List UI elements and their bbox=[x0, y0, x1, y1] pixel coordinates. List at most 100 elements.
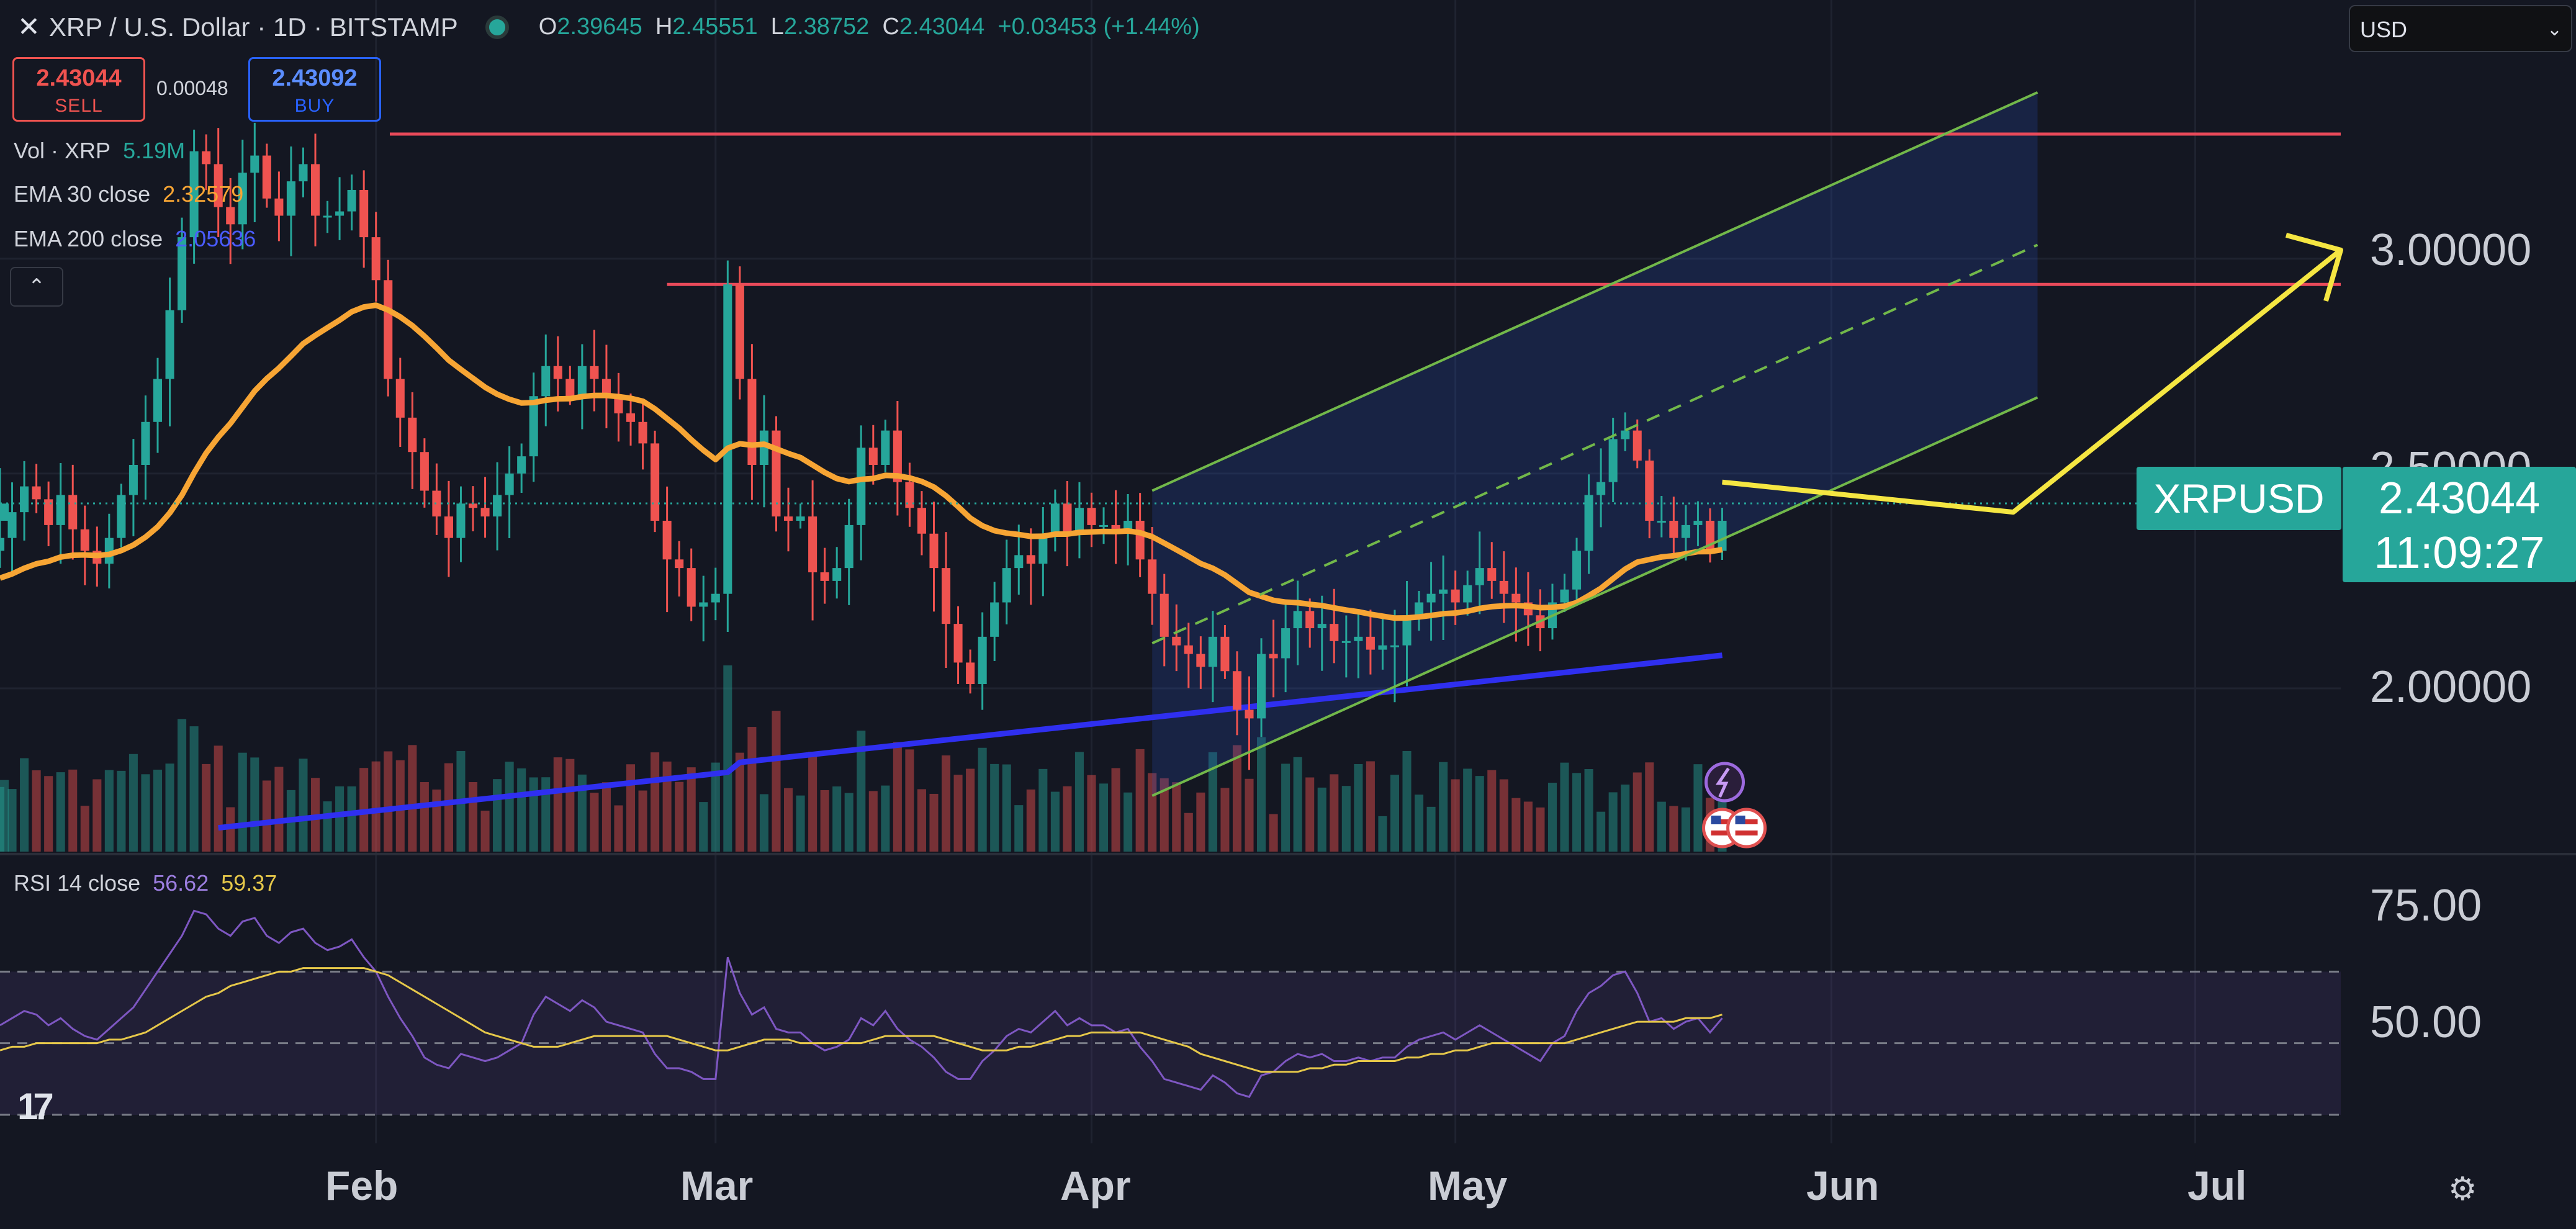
symbol-header: ✕ XRP / U.S. Dollar · 1D · BITSTAMP O2.3… bbox=[17, 11, 1200, 43]
channel-mid-line bbox=[1151, 243, 2038, 645]
candle-body bbox=[384, 280, 393, 379]
close-value: 2.43044 bbox=[899, 14, 985, 40]
gear-icon[interactable]: ⚙ bbox=[2448, 1171, 2477, 1207]
rsi-legend[interactable]: RSI 14 close 56.62 59.37 bbox=[14, 870, 277, 896]
sell-label: SELL bbox=[55, 96, 103, 116]
volume-bar bbox=[1341, 786, 1351, 852]
rsi-ma-value: 59.37 bbox=[221, 870, 277, 896]
volume-bar bbox=[881, 785, 890, 852]
volume-bar bbox=[141, 774, 150, 852]
currency-value: USD bbox=[2360, 17, 2408, 42]
candle-body bbox=[723, 284, 732, 594]
volume-bar bbox=[1038, 768, 1048, 852]
candle-body bbox=[0, 538, 5, 551]
volume-bar bbox=[68, 769, 78, 852]
buy-button[interactable]: 2.43092 BUY bbox=[248, 57, 381, 122]
volume-bar bbox=[966, 768, 975, 852]
volume-bar bbox=[1669, 806, 1678, 852]
candle-body bbox=[1693, 520, 1703, 525]
volume-bar bbox=[626, 764, 636, 852]
candle-body bbox=[1281, 628, 1290, 659]
candle-body bbox=[808, 516, 817, 573]
volume-bar bbox=[1608, 792, 1618, 852]
legend-volume[interactable]: Vol · XRP 5.19M bbox=[14, 138, 185, 164]
ema200-label: EMA 200 close bbox=[14, 226, 163, 251]
volume-bar bbox=[1633, 772, 1642, 852]
candle-body bbox=[1633, 430, 1642, 461]
volume-bar bbox=[1402, 750, 1412, 852]
volume-bar bbox=[953, 775, 963, 852]
drawings-front bbox=[0, 91, 2343, 797]
volume-bar bbox=[299, 759, 308, 852]
volume-bar bbox=[0, 780, 9, 852]
rsi-value: 56.62 bbox=[153, 870, 209, 896]
candle-body bbox=[456, 503, 466, 538]
candle-body bbox=[1063, 503, 1072, 534]
candle-body bbox=[1511, 593, 1521, 603]
us-flag-stripe bbox=[1711, 831, 1734, 835]
volume-bar bbox=[747, 727, 757, 852]
volume-bar bbox=[783, 788, 793, 852]
ema200-value: 2.05636 bbox=[175, 226, 256, 251]
candle-body bbox=[1135, 520, 1145, 560]
volume-bar bbox=[1281, 763, 1290, 852]
volume-bar bbox=[1196, 792, 1205, 852]
candle-body bbox=[274, 198, 284, 216]
volume-bar bbox=[1184, 813, 1193, 852]
market-status-icon[interactable] bbox=[485, 15, 509, 39]
candle-body bbox=[832, 568, 842, 581]
candle-body bbox=[335, 211, 345, 216]
candle-body bbox=[153, 379, 163, 422]
event-icons[interactable] bbox=[1702, 762, 1767, 849]
volume-bar bbox=[420, 782, 429, 852]
volume-bar bbox=[723, 665, 732, 852]
volume-bar bbox=[371, 761, 381, 852]
candle-body bbox=[0, 503, 9, 521]
channel-fill bbox=[1152, 92, 2038, 796]
volume-bar bbox=[1681, 807, 1690, 852]
volume-bar bbox=[1160, 778, 1169, 852]
candle-body bbox=[310, 164, 320, 216]
symbol-title[interactable]: XRP / U.S. Dollar · 1D · BITSTAMP bbox=[48, 12, 458, 42]
candle-body bbox=[1608, 439, 1618, 482]
volume-bar bbox=[32, 770, 41, 852]
time-label-feb: Feb bbox=[325, 1163, 399, 1209]
volume-bar bbox=[541, 777, 551, 852]
volume-bar bbox=[1063, 786, 1072, 852]
open-value: 2.39645 bbox=[557, 14, 642, 40]
candle-body bbox=[238, 173, 247, 225]
tradingview-logo[interactable]: 17 bbox=[17, 1086, 54, 1127]
bar-countdown: 11:09:27 bbox=[2374, 528, 2545, 578]
legend-ema200[interactable]: EMA 200 close 2.05636 bbox=[14, 226, 256, 252]
candle-body bbox=[250, 155, 259, 173]
volume-bar bbox=[1621, 784, 1630, 852]
volume-bar bbox=[1111, 768, 1120, 852]
volume-bar bbox=[128, 754, 138, 852]
candle-body bbox=[1439, 589, 1448, 594]
candle-body bbox=[844, 524, 853, 569]
volume-bar bbox=[990, 763, 999, 852]
sell-button[interactable]: 2.43044 SELL bbox=[12, 57, 145, 122]
candle-body bbox=[651, 443, 660, 521]
grid-lines bbox=[0, 0, 2576, 1143]
volume-bar bbox=[226, 807, 235, 852]
time-label-jul: Jul bbox=[2187, 1163, 2247, 1209]
volume-bar bbox=[1257, 737, 1266, 852]
chevron-up-icon[interactable]: ⌃ bbox=[10, 267, 63, 307]
candle-body bbox=[444, 516, 453, 538]
candle-body bbox=[165, 310, 174, 379]
close-icon[interactable]: ✕ bbox=[17, 12, 40, 42]
candle-body bbox=[80, 529, 89, 551]
volume-bar bbox=[1245, 778, 1254, 852]
volume-bar bbox=[844, 793, 853, 852]
volume-bar bbox=[1026, 789, 1035, 852]
legend-ema30[interactable]: EMA 30 close 2.32579 bbox=[14, 181, 243, 207]
candle-body bbox=[759, 430, 768, 465]
symbol-tag: XRPUSD bbox=[2137, 467, 2341, 530]
candle-body bbox=[1378, 645, 1387, 650]
currency-select[interactable]: USD ⌄ bbox=[2349, 5, 2572, 52]
spread-value: 0.00048 bbox=[156, 77, 228, 99]
candle-body bbox=[432, 490, 441, 517]
volume-bar bbox=[675, 781, 684, 852]
